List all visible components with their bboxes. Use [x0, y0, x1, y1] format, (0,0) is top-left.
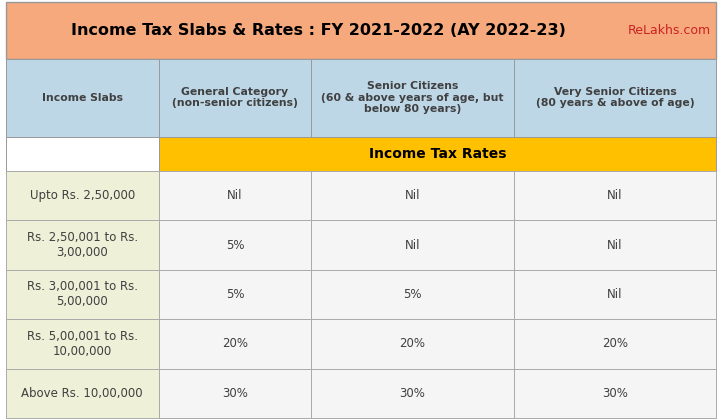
Bar — [514, 368, 716, 418]
Text: 20%: 20% — [399, 337, 425, 350]
Text: Above Rs. 10,00,000: Above Rs. 10,00,000 — [22, 387, 143, 400]
Text: 30%: 30% — [602, 387, 628, 400]
Bar — [514, 319, 716, 368]
Bar — [6, 319, 159, 368]
Bar — [159, 220, 311, 270]
Bar — [6, 59, 159, 136]
Text: ReLakhs.com: ReLakhs.com — [627, 24, 710, 37]
Text: Upto Rs. 2,50,000: Upto Rs. 2,50,000 — [30, 189, 135, 202]
Text: 5%: 5% — [404, 288, 422, 301]
Bar — [159, 319, 311, 368]
Text: Income Slabs: Income Slabs — [42, 93, 123, 102]
Text: Nil: Nil — [405, 189, 420, 202]
Bar — [514, 270, 716, 319]
Bar — [311, 270, 514, 319]
Bar — [311, 59, 514, 136]
Bar — [311, 319, 514, 368]
Text: General Category
(non-senior citizens): General Category (non-senior citizens) — [172, 87, 298, 108]
Text: Rs. 2,50,001 to Rs.
3,00,000: Rs. 2,50,001 to Rs. 3,00,000 — [27, 231, 138, 259]
Text: Income Tax Slabs & Rates : FY 2021-2022 (AY 2022-23): Income Tax Slabs & Rates : FY 2021-2022 … — [71, 23, 566, 38]
Bar — [311, 368, 514, 418]
Text: Rs. 3,00,001 to Rs.
5,00,000: Rs. 3,00,001 to Rs. 5,00,000 — [27, 281, 138, 308]
Text: 20%: 20% — [602, 337, 628, 350]
Text: Nil: Nil — [227, 189, 243, 202]
Text: 5%: 5% — [226, 288, 244, 301]
Bar — [6, 270, 159, 319]
Text: Senior Citizens
(60 & above years of age, but
below 80 years): Senior Citizens (60 & above years of age… — [321, 81, 504, 114]
Bar — [159, 171, 311, 221]
Bar — [159, 368, 311, 418]
Text: Nil: Nil — [405, 239, 420, 252]
Bar — [514, 59, 716, 136]
Bar — [6, 171, 159, 221]
Bar — [514, 220, 716, 270]
Text: 30%: 30% — [222, 387, 248, 400]
Text: Rs. 5,00,001 to Rs.
10,00,000: Rs. 5,00,001 to Rs. 10,00,000 — [27, 330, 138, 358]
Text: Nil: Nil — [607, 239, 623, 252]
Text: Very Senior Citizens
(80 years & above of age): Very Senior Citizens (80 years & above o… — [536, 87, 695, 108]
Bar — [6, 368, 159, 418]
Bar — [6, 136, 159, 171]
Text: Nil: Nil — [607, 288, 623, 301]
Text: Nil: Nil — [607, 189, 623, 202]
Bar — [6, 2, 716, 59]
Text: 20%: 20% — [222, 337, 248, 350]
Bar — [514, 171, 716, 221]
Text: 5%: 5% — [226, 239, 244, 252]
Bar — [159, 59, 311, 136]
Bar — [159, 136, 716, 171]
Bar — [311, 171, 514, 221]
Text: 30%: 30% — [399, 387, 425, 400]
Bar — [159, 270, 311, 319]
Bar — [6, 220, 159, 270]
Bar — [311, 220, 514, 270]
Text: Income Tax Rates: Income Tax Rates — [369, 147, 506, 161]
